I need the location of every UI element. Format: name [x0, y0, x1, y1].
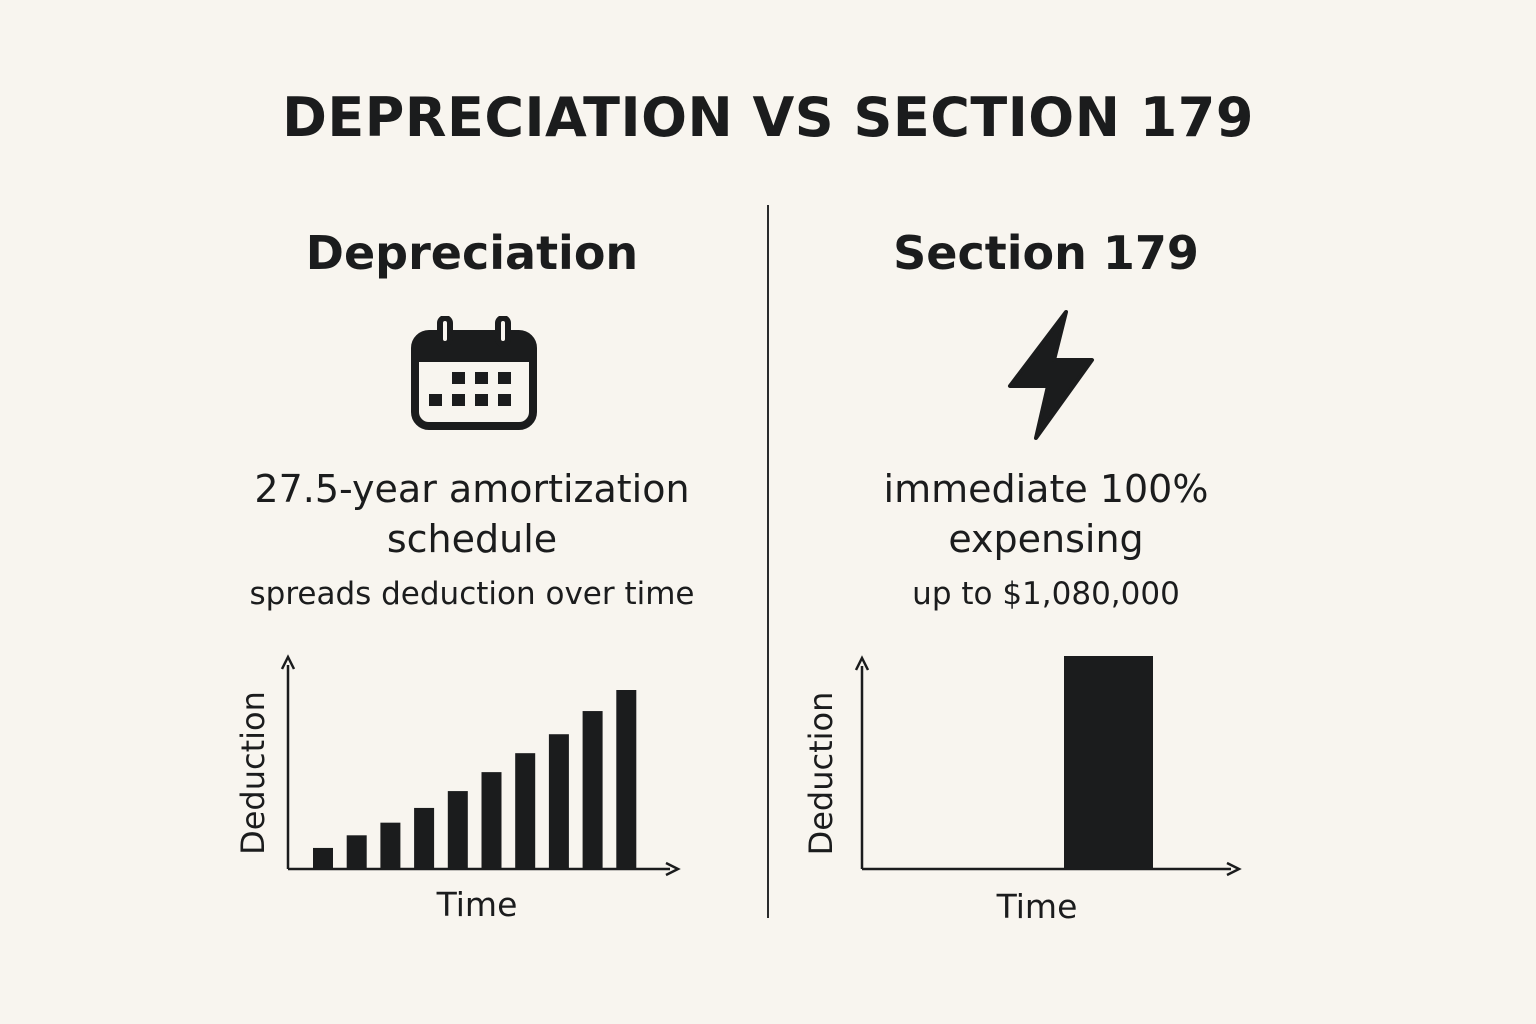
depreciation-bar [548, 734, 569, 869]
depreciation-panel: Depreciation 27.5-year amortization sche… [92, 0, 852, 1024]
main-title: DEPRECIATION VS SECTION 179 [282, 86, 1254, 149]
calendar-icon [411, 316, 537, 430]
section179-subtext: up to $1,080,000 [912, 576, 1180, 612]
section179-title: Section 179 [893, 226, 1199, 280]
depreciation-bar [380, 822, 401, 869]
depreciation-headline: 27.5-year amortization schedule [254, 467, 690, 561]
section179-y-arrow [854, 655, 870, 671]
section179-headline: immediate 100% expensing [883, 467, 1209, 561]
section179-panel: Section 179 immediate 100% expensing up … [666, 0, 1426, 1024]
section179-chart: Deduction Time [802, 655, 1242, 926]
depreciation-bar [481, 772, 502, 869]
depreciation-x-arrow [665, 861, 681, 877]
depreciation-title: Depreciation [305, 226, 639, 280]
depreciation-bar [582, 711, 603, 869]
depreciation-bar [616, 690, 637, 869]
depreciation-y-arrow [280, 654, 296, 670]
section179-bar [1064, 656, 1153, 869]
depreciation-x-label: Time [436, 885, 518, 924]
depreciation-bar [447, 791, 468, 869]
depreciation-bar [515, 753, 536, 869]
depreciation-chart: Deduction Time [234, 654, 681, 924]
panel-divider [767, 205, 769, 918]
depreciation-bar [346, 835, 367, 869]
depreciation-subtext: spreads deduction over time [249, 576, 695, 612]
depreciation-bar [414, 807, 435, 869]
depreciation-bar [313, 847, 333, 869]
depreciation-y-label: Deduction [234, 691, 272, 855]
section179-x-arrow [1226, 861, 1242, 877]
section179-x-label: Time [996, 887, 1078, 926]
lightning-bolt-icon [1008, 310, 1094, 440]
section179-y-label: Deduction [802, 692, 840, 856]
